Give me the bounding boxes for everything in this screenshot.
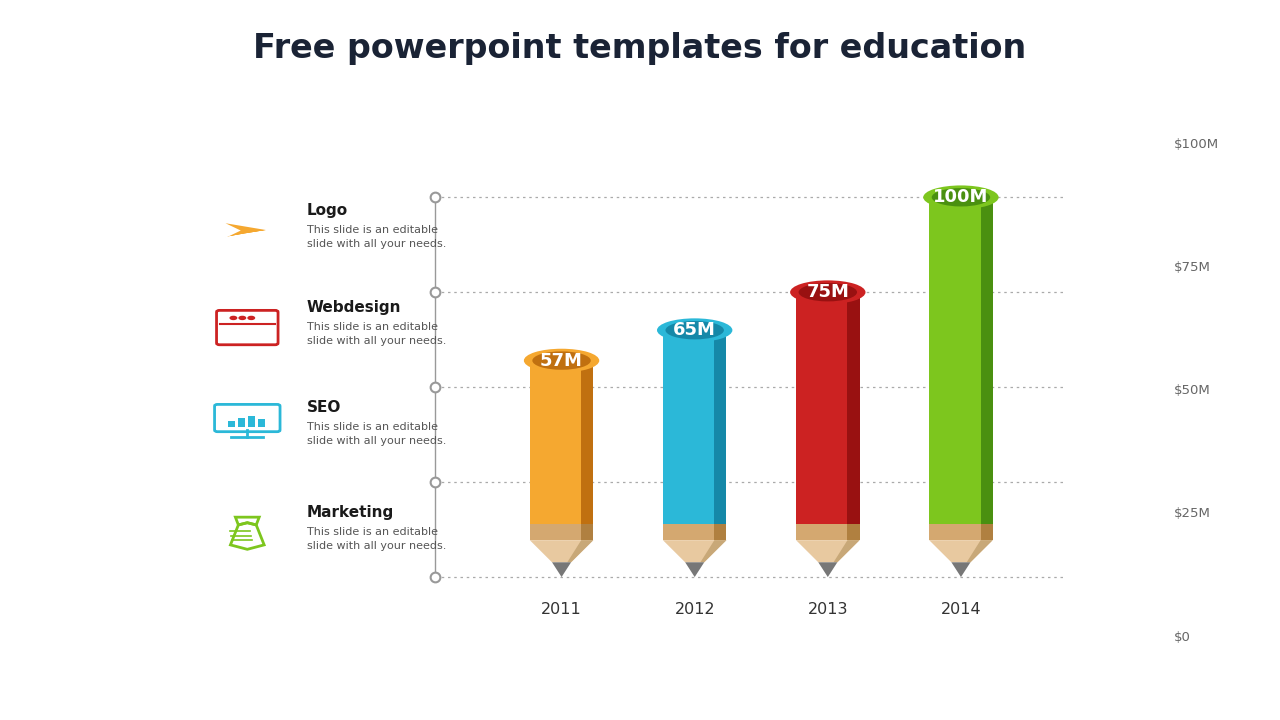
Polygon shape bbox=[847, 292, 860, 524]
Polygon shape bbox=[796, 524, 860, 540]
Text: Webdesign: Webdesign bbox=[307, 300, 402, 315]
Bar bbox=[238, 418, 246, 427]
Polygon shape bbox=[714, 330, 727, 524]
Polygon shape bbox=[581, 524, 594, 540]
Text: $25M: $25M bbox=[1174, 508, 1211, 521]
Circle shape bbox=[238, 316, 246, 320]
Polygon shape bbox=[929, 197, 993, 524]
Ellipse shape bbox=[923, 186, 998, 209]
Polygon shape bbox=[929, 540, 993, 562]
Text: 75M: 75M bbox=[806, 283, 849, 301]
Ellipse shape bbox=[524, 348, 599, 372]
Text: 2012: 2012 bbox=[675, 602, 716, 617]
Ellipse shape bbox=[657, 318, 732, 342]
Polygon shape bbox=[966, 540, 993, 562]
Text: $50M: $50M bbox=[1174, 384, 1211, 397]
Ellipse shape bbox=[932, 188, 991, 207]
Text: This slide is an editable
slide with all your needs.: This slide is an editable slide with all… bbox=[307, 322, 447, 346]
Bar bbox=[259, 419, 265, 427]
Text: $75M: $75M bbox=[1174, 261, 1211, 274]
Polygon shape bbox=[685, 562, 704, 577]
Polygon shape bbox=[581, 361, 594, 524]
Text: $100M: $100M bbox=[1174, 138, 1219, 150]
Polygon shape bbox=[552, 562, 571, 577]
Text: 2013: 2013 bbox=[808, 602, 849, 617]
Polygon shape bbox=[796, 540, 860, 562]
Polygon shape bbox=[663, 524, 727, 540]
Text: SEO: SEO bbox=[307, 400, 342, 415]
Text: 57M: 57M bbox=[540, 351, 582, 369]
Text: This slide is an editable
slide with all your needs.: This slide is an editable slide with all… bbox=[307, 225, 447, 249]
Polygon shape bbox=[833, 540, 860, 562]
Polygon shape bbox=[796, 292, 860, 524]
FancyBboxPatch shape bbox=[215, 405, 280, 432]
Circle shape bbox=[229, 316, 237, 320]
Text: This slide is an editable
slide with all your needs.: This slide is an editable slide with all… bbox=[307, 422, 447, 446]
Polygon shape bbox=[818, 562, 837, 577]
Polygon shape bbox=[847, 524, 860, 540]
Polygon shape bbox=[530, 361, 594, 524]
Polygon shape bbox=[951, 562, 970, 577]
Polygon shape bbox=[567, 540, 594, 562]
Bar bbox=[228, 421, 236, 427]
Ellipse shape bbox=[790, 280, 865, 304]
Text: Marketing: Marketing bbox=[307, 505, 394, 521]
Text: Logo: Logo bbox=[307, 203, 348, 218]
Polygon shape bbox=[663, 540, 727, 562]
Polygon shape bbox=[663, 330, 727, 524]
Text: Free powerpoint templates for education: Free powerpoint templates for education bbox=[253, 32, 1027, 66]
Polygon shape bbox=[530, 540, 594, 562]
Polygon shape bbox=[980, 197, 993, 524]
Polygon shape bbox=[700, 540, 727, 562]
Text: This slide is an editable
slide with all your needs.: This slide is an editable slide with all… bbox=[307, 527, 447, 551]
Text: 100M: 100M bbox=[933, 188, 988, 206]
Polygon shape bbox=[929, 524, 993, 540]
Ellipse shape bbox=[532, 351, 591, 370]
Ellipse shape bbox=[799, 283, 858, 302]
Bar bbox=[248, 415, 255, 427]
Text: 2011: 2011 bbox=[541, 602, 582, 617]
Text: 65M: 65M bbox=[673, 321, 716, 339]
Polygon shape bbox=[980, 524, 993, 540]
Ellipse shape bbox=[666, 321, 724, 339]
Polygon shape bbox=[714, 524, 727, 540]
Text: 2014: 2014 bbox=[941, 602, 982, 617]
Circle shape bbox=[247, 316, 255, 320]
Polygon shape bbox=[225, 230, 269, 238]
Polygon shape bbox=[530, 524, 594, 540]
Polygon shape bbox=[225, 223, 269, 238]
FancyBboxPatch shape bbox=[216, 310, 278, 345]
Text: $0: $0 bbox=[1174, 631, 1190, 644]
